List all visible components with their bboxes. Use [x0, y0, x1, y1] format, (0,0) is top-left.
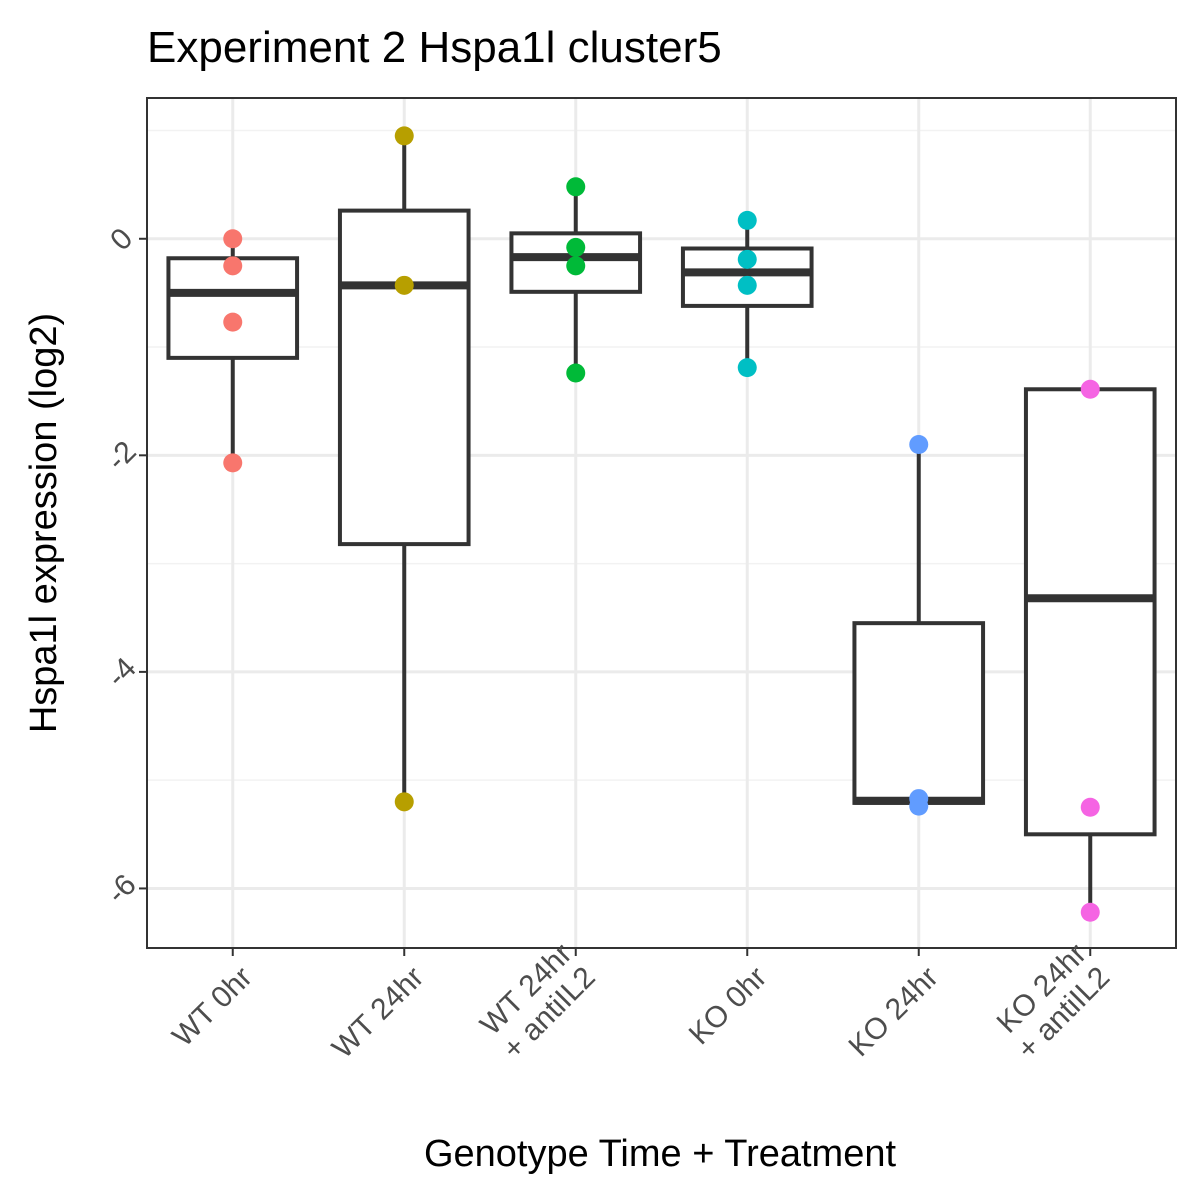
data-point	[1080, 379, 1100, 399]
x-tick-label-line: WT 0hr	[166, 961, 258, 1053]
box-group	[509, 186, 643, 374]
y-axis-title: Hspa1l expression (log2)	[23, 313, 65, 733]
x-axis: WT 0hr WT 24hr WT 24hr+ antiIL2 KO 0hr KO 24…	[166, 937, 1116, 1066]
data-point	[394, 792, 414, 812]
x-tick-label-line: KO 0hr	[683, 961, 774, 1052]
box-group	[166, 238, 300, 463]
data-point	[394, 126, 414, 146]
data-point	[223, 312, 243, 332]
data-point	[909, 434, 929, 454]
data-point	[223, 453, 243, 473]
grid-lines	[147, 98, 1176, 948]
data-point	[566, 237, 586, 257]
data-point	[223, 256, 243, 276]
x-tick-label: WT 24hr+ antiIL2	[474, 937, 602, 1066]
x-tick-label: WT 24hr	[326, 961, 430, 1065]
y-tick-label: -2	[101, 435, 143, 477]
data-points	[223, 126, 1100, 922]
x-tick-label: KO 24hr	[842, 961, 944, 1063]
data-point	[1080, 902, 1100, 922]
box	[1023, 387, 1157, 837]
data-point	[1080, 797, 1100, 817]
data-point	[737, 249, 757, 269]
x-tick-label-line: WT 24hr	[326, 961, 430, 1065]
plot-panel	[146, 97, 1177, 949]
data-point	[394, 275, 414, 295]
box-group	[852, 444, 986, 805]
data-point	[223, 229, 243, 249]
x-tick-label: KO 24hr+ antiIL2	[991, 937, 1117, 1066]
box	[337, 208, 471, 547]
box	[852, 621, 986, 805]
y-axis: 0 -2 -4 -6	[101, 222, 147, 910]
box-group	[1023, 387, 1157, 913]
y-tick-label: -6	[101, 868, 143, 910]
y-tick-label: 0	[104, 222, 139, 257]
data-point	[737, 358, 757, 378]
box-group	[337, 135, 471, 802]
data-point	[909, 796, 929, 816]
data-point	[737, 275, 757, 295]
x-tick-label-line: KO 24hr	[842, 961, 944, 1063]
boxes	[166, 135, 1157, 913]
data-point	[566, 363, 586, 383]
chart-title: Experiment 2 Hspa1l cluster5	[147, 23, 722, 72]
box	[166, 256, 300, 360]
x-axis-title: Genotype Time + Treatment	[424, 1133, 897, 1175]
y-tick-label: -4	[101, 651, 143, 693]
data-point	[566, 177, 586, 197]
x-tick-label: WT 0hr	[166, 961, 258, 1053]
x-tick-label: KO 0hr	[683, 961, 774, 1052]
data-point	[566, 256, 586, 276]
data-point	[737, 210, 757, 230]
